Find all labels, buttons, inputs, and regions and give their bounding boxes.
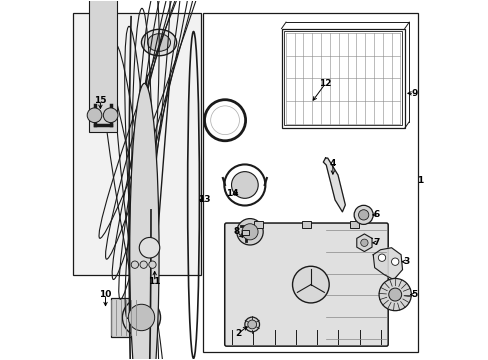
- Text: 14: 14: [225, 189, 238, 198]
- Circle shape: [360, 239, 367, 247]
- Text: 4: 4: [329, 158, 335, 167]
- Circle shape: [103, 108, 118, 123]
- Circle shape: [128, 304, 154, 331]
- Polygon shape: [323, 158, 345, 212]
- Circle shape: [358, 210, 368, 220]
- Circle shape: [388, 288, 401, 301]
- Text: 2: 2: [235, 329, 241, 338]
- Bar: [302, 221, 310, 228]
- Text: 10: 10: [99, 290, 111, 299]
- Circle shape: [122, 298, 160, 337]
- Text: 6: 6: [373, 210, 379, 219]
- Text: 11: 11: [148, 277, 161, 286]
- Circle shape: [353, 205, 372, 224]
- Bar: [281, 28, 404, 128]
- Bar: [203, 13, 417, 352]
- Bar: [349, 221, 358, 228]
- Text: 15: 15: [94, 96, 106, 105]
- Circle shape: [247, 320, 256, 329]
- Circle shape: [140, 261, 147, 268]
- Circle shape: [378, 278, 410, 311]
- Text: 5: 5: [410, 290, 417, 299]
- Ellipse shape: [129, 84, 159, 360]
- Circle shape: [131, 261, 138, 268]
- Bar: [110, 298, 141, 337]
- Circle shape: [378, 254, 385, 261]
- Text: 3: 3: [402, 257, 408, 266]
- Text: 13: 13: [198, 195, 210, 204]
- Bar: [88, 0, 116, 132]
- Bar: [242, 230, 249, 235]
- Circle shape: [244, 317, 259, 332]
- Text: 7: 7: [373, 238, 379, 247]
- Circle shape: [231, 172, 258, 198]
- Circle shape: [148, 261, 156, 268]
- Circle shape: [292, 266, 328, 303]
- FancyBboxPatch shape: [224, 223, 387, 346]
- Ellipse shape: [141, 29, 176, 56]
- Text: 12: 12: [319, 79, 331, 88]
- Bar: [72, 13, 201, 275]
- Bar: [254, 221, 262, 228]
- Circle shape: [236, 219, 263, 245]
- Bar: [284, 31, 401, 125]
- Circle shape: [139, 238, 160, 258]
- Polygon shape: [356, 234, 371, 252]
- Polygon shape: [372, 248, 402, 280]
- Circle shape: [242, 224, 258, 240]
- Circle shape: [391, 258, 398, 265]
- Circle shape: [87, 108, 102, 123]
- Text: 9: 9: [410, 89, 417, 98]
- Text: 1: 1: [416, 176, 423, 185]
- Text: 8: 8: [233, 227, 240, 236]
- Ellipse shape: [147, 34, 170, 51]
